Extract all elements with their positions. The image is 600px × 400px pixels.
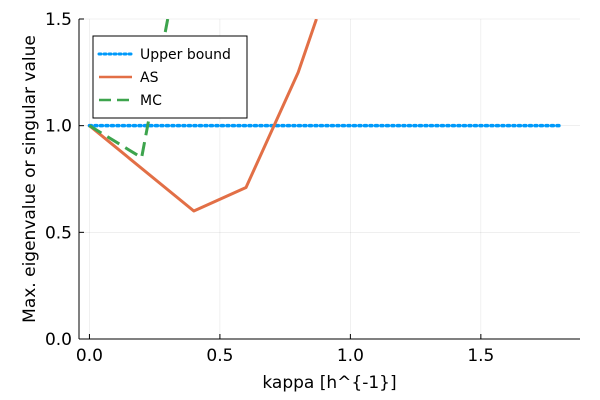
series-line-as xyxy=(88,19,318,213)
axes xyxy=(78,18,580,340)
y-tick-label: 1.5 xyxy=(45,10,72,30)
x-axis-title: kappa [h^{-1}] xyxy=(262,373,396,393)
legend: Upper bound AS MC xyxy=(92,35,248,119)
x-tick-label: 0.5 xyxy=(206,346,233,366)
y-tick-label: 0.0 xyxy=(45,330,72,350)
tick-labels: 0.0 0.5 1.0 1.5 0.0 0.5 1.0 1.5 xyxy=(45,10,494,366)
legend-label: MC xyxy=(140,93,162,109)
y-tick-label: 0.5 xyxy=(45,223,72,243)
y-axis-title: Max. eigenvalue or singular value xyxy=(20,35,40,323)
x-tick-label: 1.0 xyxy=(337,346,364,366)
legend-label: AS xyxy=(140,70,159,86)
x-tick-label: 0.0 xyxy=(76,346,103,366)
legend-label: Upper bound xyxy=(140,47,231,63)
legend-box xyxy=(92,35,248,119)
y-tick-label: 1.0 xyxy=(45,117,72,137)
x-tick-label: 1.5 xyxy=(467,346,494,366)
